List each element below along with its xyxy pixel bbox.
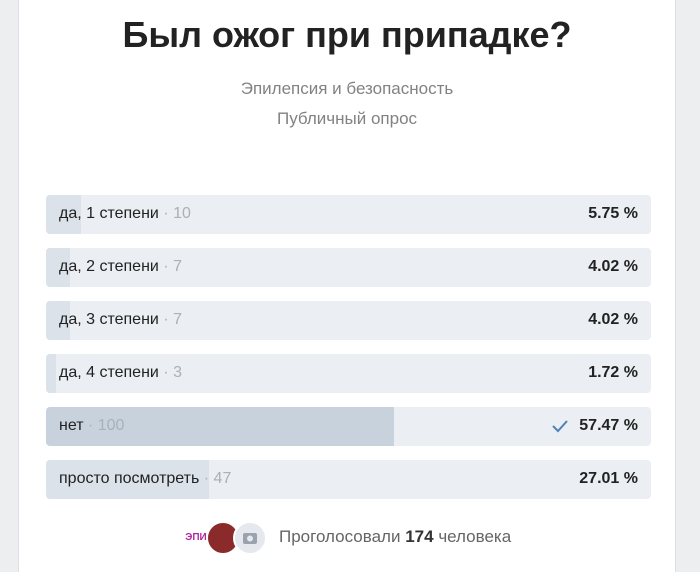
option-text: да, 3 степени7	[59, 311, 182, 329]
option-text: да, 4 степени3	[59, 364, 182, 382]
option-percent: 5.75 %	[588, 205, 638, 222]
poll-option[interactable]: да, 3 степени7 4.02 %	[46, 301, 651, 340]
voted-prefix: Проголосовали	[279, 527, 401, 546]
option-bar	[46, 407, 394, 446]
option-text: нет100	[59, 417, 124, 435]
option-percent: 1.72 %	[588, 364, 638, 381]
camera-icon	[243, 533, 257, 544]
poll-option[interactable]: да, 1 степени10 5.75 %	[46, 195, 651, 234]
option-text: просто посмотреть47	[59, 470, 231, 488]
option-bar	[46, 301, 71, 340]
poll-subtitle: Эпилепсия и безопасность	[240, 79, 454, 98]
option-percent: 4.02 %	[588, 258, 638, 275]
option-bar	[46, 460, 210, 499]
option-label: да, 3 степени	[59, 311, 159, 328]
voted-suffix: человека	[438, 527, 512, 546]
voted-summary: Проголосовали 174 человека	[279, 527, 511, 547]
option-text: да, 1 степени10	[59, 205, 191, 223]
poll-option[interactable]: просто посмотреть47 27.01 %	[46, 460, 651, 499]
option-bar	[46, 248, 71, 287]
check-icon	[552, 420, 568, 433]
voted-count: 174	[405, 527, 434, 546]
option-percent: 27.01 %	[579, 470, 638, 487]
option-bar	[46, 195, 81, 234]
poll-option[interactable]: да, 2 степени7 4.02 %	[46, 248, 651, 287]
option-percent: 4.02 %	[588, 311, 638, 328]
poll-type: Публичный опрос	[276, 109, 418, 128]
option-label: нет	[59, 417, 84, 434]
option-label: просто посмотреть	[59, 470, 200, 487]
option-count: 100	[84, 417, 125, 434]
option-label: да, 2 степени	[59, 258, 159, 275]
option-count: 7	[159, 311, 182, 328]
option-percent: 57.47 %	[579, 417, 638, 434]
poll-card: Был ожог при припадке? Эпилепсия и безоп…	[18, 0, 676, 572]
option-bar	[46, 354, 57, 393]
avatar	[206, 521, 240, 555]
option-label: да, 1 степени	[59, 205, 159, 222]
poll-title: Был ожог при припадке?	[122, 14, 572, 55]
poll-option[interactable]: нет100 57.47 %	[46, 407, 651, 446]
avatar-camera	[233, 521, 267, 555]
option-count: 10	[159, 205, 191, 222]
option-label: да, 4 степени	[59, 364, 159, 381]
poll-option[interactable]: да, 4 степени3 1.72 %	[46, 354, 651, 393]
option-count: 3	[159, 364, 182, 381]
option-count: 47	[199, 470, 231, 487]
option-text: да, 2 степени7	[59, 258, 182, 276]
option-count: 7	[159, 258, 182, 275]
